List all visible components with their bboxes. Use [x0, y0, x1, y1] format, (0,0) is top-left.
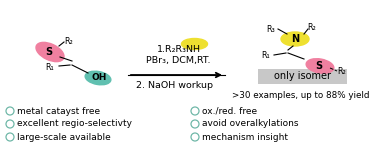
Text: avoid overalkylations: avoid overalkylations — [202, 119, 299, 128]
Ellipse shape — [36, 42, 64, 62]
Ellipse shape — [85, 71, 111, 85]
Text: excellent regio-selectivty: excellent regio-selectivty — [17, 119, 132, 128]
Text: N: N — [291, 34, 299, 44]
Ellipse shape — [281, 32, 309, 46]
Ellipse shape — [306, 59, 334, 73]
Text: S: S — [45, 47, 53, 57]
Text: R₂: R₂ — [307, 24, 316, 32]
Text: OH: OH — [91, 73, 107, 82]
Text: R₃: R₃ — [266, 24, 275, 33]
Text: R₂: R₂ — [64, 38, 73, 46]
Text: S: S — [315, 61, 322, 71]
Text: R₂: R₂ — [337, 67, 346, 76]
FancyBboxPatch shape — [257, 68, 347, 84]
Text: >30 examples, up to 88% yield: >30 examples, up to 88% yield — [232, 90, 370, 100]
Text: mechanism insight: mechanism insight — [202, 133, 288, 141]
Text: 1.R₂R₃NH: 1.R₂R₃NH — [156, 46, 200, 54]
Ellipse shape — [181, 38, 208, 49]
Text: R₁: R₁ — [261, 51, 270, 60]
Text: PBr₃, DCM,RT.: PBr₃, DCM,RT. — [146, 56, 211, 65]
Text: large-scale available: large-scale available — [17, 133, 111, 141]
Text: only isomer: only isomer — [274, 71, 330, 81]
Text: 2. NaOH workup: 2. NaOH workup — [136, 81, 213, 89]
Text: metal catayst free: metal catayst free — [17, 106, 100, 116]
Text: R₁: R₁ — [45, 62, 54, 71]
Text: ox./red. free: ox./red. free — [202, 106, 257, 116]
